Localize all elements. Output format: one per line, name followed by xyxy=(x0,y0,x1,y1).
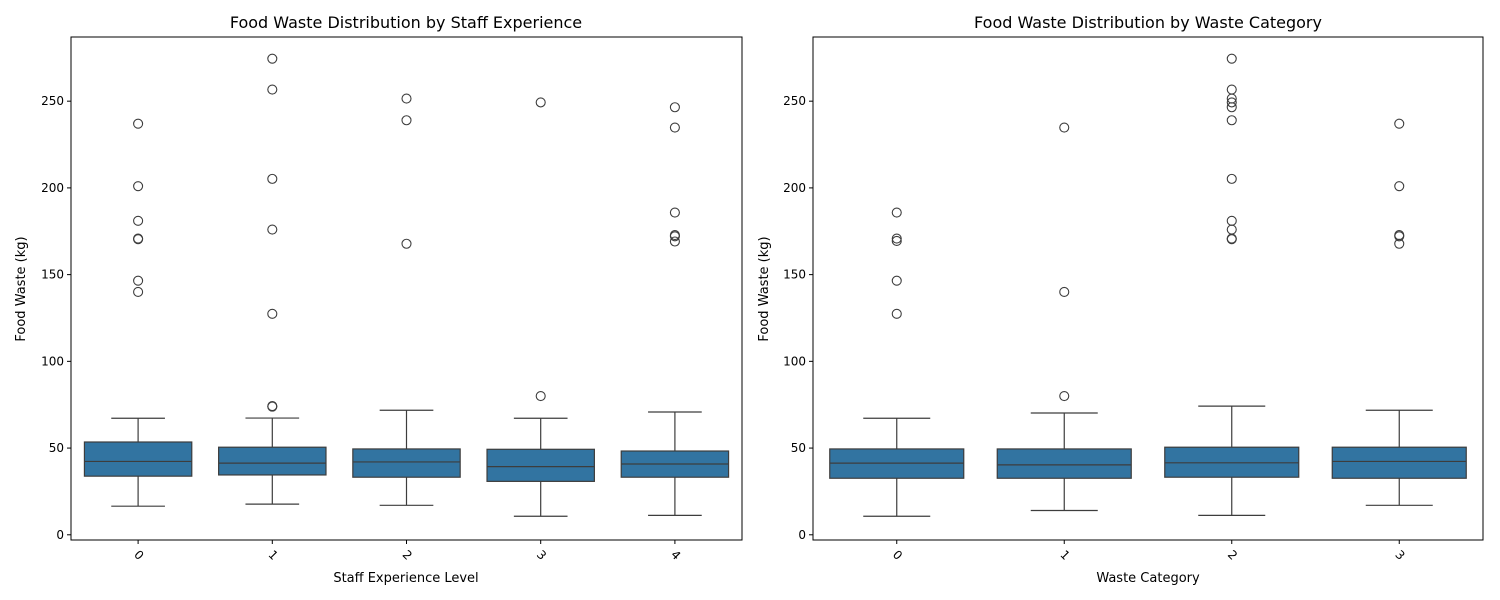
box-3 xyxy=(486,97,595,517)
y-tick-label: 50 xyxy=(49,441,64,455)
box-body xyxy=(1164,446,1300,478)
y-tick-label: 250 xyxy=(41,94,64,108)
outlier-point xyxy=(133,286,144,298)
box-1 xyxy=(218,53,327,505)
outlier-point xyxy=(1394,181,1405,192)
outlier-point xyxy=(891,275,902,286)
outlier-point xyxy=(669,236,680,247)
outlier-point xyxy=(401,238,412,249)
outlier-point xyxy=(267,308,278,319)
y-tick-label: 0 xyxy=(798,528,806,542)
y-tick-label: 150 xyxy=(783,268,806,282)
box-0 xyxy=(829,207,965,517)
outlier-point xyxy=(669,102,680,113)
outlier-point xyxy=(891,233,902,244)
box-body xyxy=(218,446,327,476)
outlier-point xyxy=(535,97,546,108)
axes-frame xyxy=(70,36,743,541)
outlier-point xyxy=(669,231,680,242)
box-4 xyxy=(620,102,730,516)
outlier-point xyxy=(1226,97,1237,108)
outlier-point xyxy=(267,53,278,64)
outlier-point xyxy=(1059,122,1070,133)
panel-staff-experience: Food Waste Distribution by Staff Experie… xyxy=(14,13,743,586)
y-tick-label: 100 xyxy=(41,354,64,368)
y-tick-label: 0 xyxy=(56,528,64,542)
outlier-point xyxy=(133,275,144,286)
outlier-point xyxy=(535,390,546,402)
box-body xyxy=(83,441,193,477)
box-body xyxy=(352,448,461,478)
outlier-point xyxy=(267,401,278,412)
y-tick-label: 150 xyxy=(41,268,64,282)
y-axis-label: Food Waste (kg) xyxy=(14,236,29,341)
outlier-point xyxy=(267,173,278,184)
outlier-point xyxy=(1059,390,1070,402)
y-tick-label: 50 xyxy=(791,441,806,455)
box-body xyxy=(1331,446,1467,479)
box-body xyxy=(996,448,1132,479)
outlier-point xyxy=(133,181,144,192)
outlier-point xyxy=(1059,286,1070,298)
outlier-point xyxy=(401,115,412,126)
outlier-point xyxy=(401,93,412,104)
box-2 xyxy=(352,93,461,506)
outlier-point xyxy=(891,207,902,218)
outlier-point xyxy=(1226,234,1237,245)
outlier-point xyxy=(133,118,144,129)
outlier-point xyxy=(267,84,278,95)
outlier-point xyxy=(1394,118,1405,129)
box-body xyxy=(486,448,595,482)
outlier-point xyxy=(669,122,680,133)
outlier-point xyxy=(891,308,902,319)
outlier-point xyxy=(133,215,144,226)
chart-title: Food Waste Distribution by Staff Experie… xyxy=(230,13,582,32)
outlier-point xyxy=(1394,238,1405,249)
outlier-point xyxy=(1226,102,1237,113)
y-tick-label: 250 xyxy=(783,94,806,108)
y-tick-label: 200 xyxy=(783,181,806,195)
outlier-point xyxy=(669,207,680,218)
box-1 xyxy=(996,122,1132,512)
y-tick-label: 100 xyxy=(783,354,806,368)
chart-title: Food Waste Distribution by Waste Categor… xyxy=(974,13,1322,32)
box-0 xyxy=(83,118,193,507)
x-axis-label: Waste Category xyxy=(1096,571,1200,586)
axes-frame xyxy=(812,36,1484,541)
box-2 xyxy=(1164,53,1300,516)
box-3 xyxy=(1331,118,1467,506)
outlier-point xyxy=(133,234,144,245)
outlier-point xyxy=(1226,173,1237,184)
y-tick-label: 200 xyxy=(41,181,64,195)
outlier-point xyxy=(1226,53,1237,64)
outlier-point xyxy=(1394,231,1405,242)
panel-waste-category: Food Waste Distribution by Waste Categor… xyxy=(757,13,1484,586)
y-axis-label: Food Waste (kg) xyxy=(757,236,772,341)
outlier-point xyxy=(1226,115,1237,126)
outlier-point xyxy=(267,224,278,235)
x-axis-label: Staff Experience Level xyxy=(333,571,478,586)
outlier-point xyxy=(891,235,902,247)
